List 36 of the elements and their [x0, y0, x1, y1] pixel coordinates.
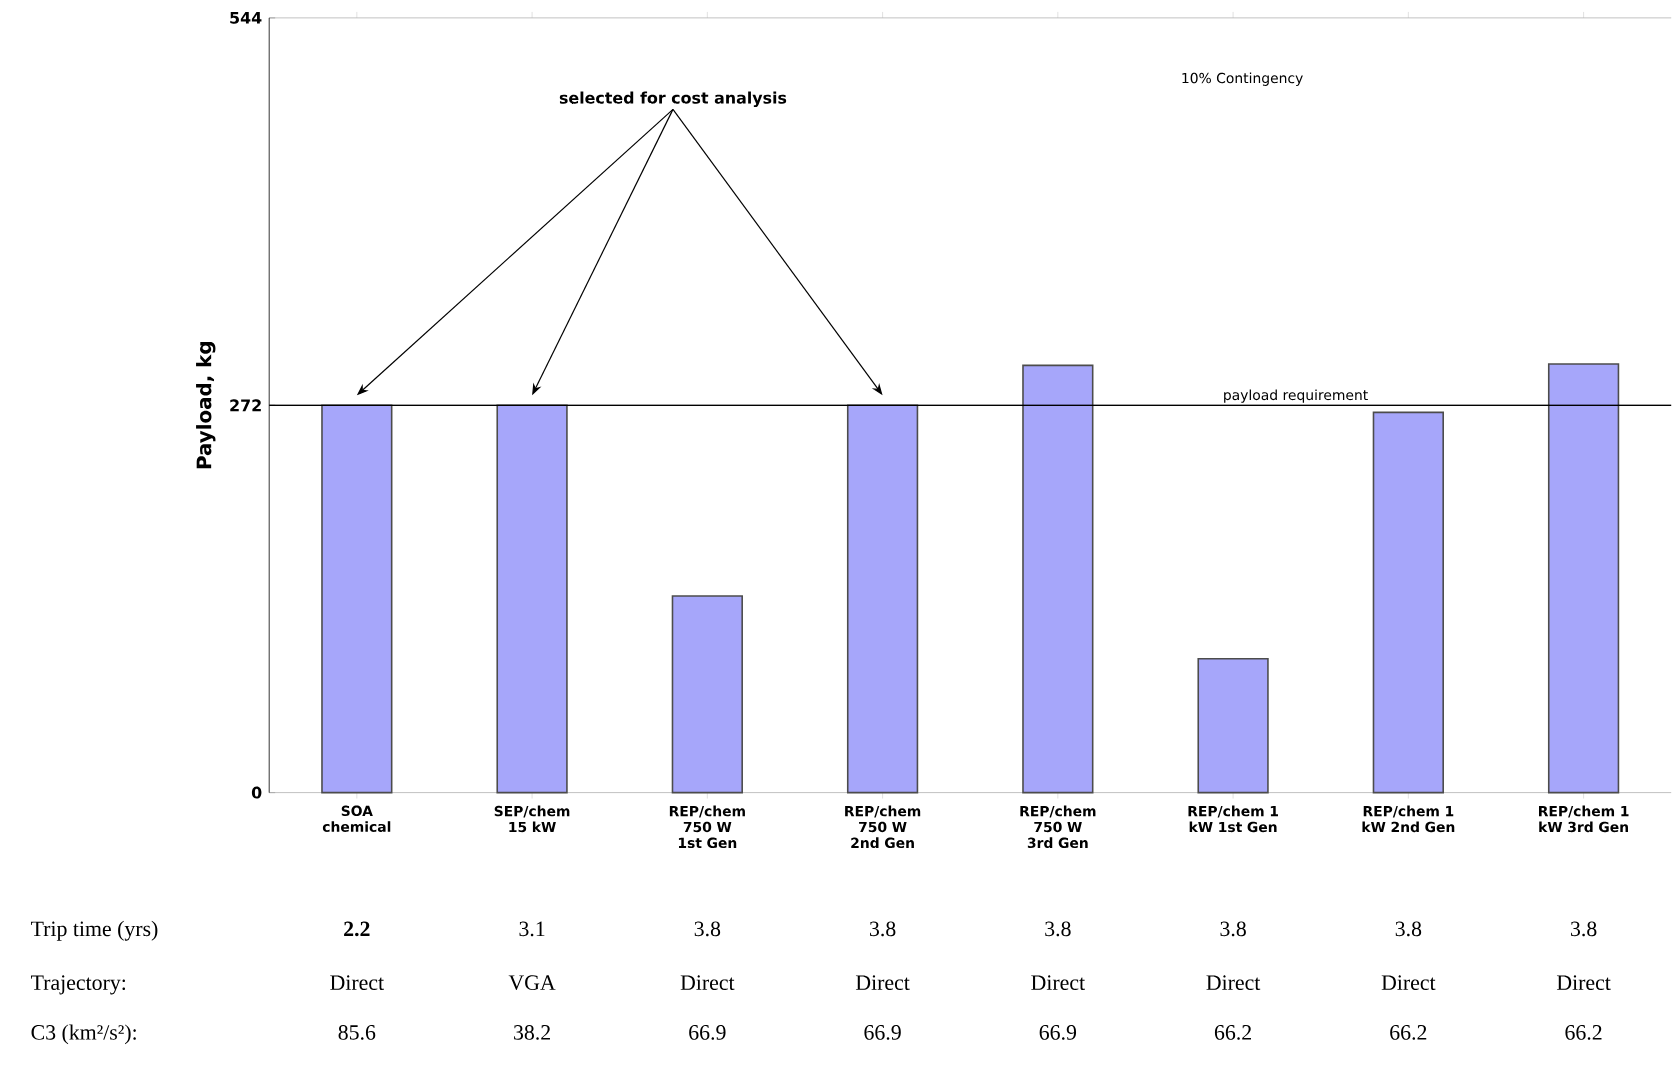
text: 3.8 — [870, 921, 896, 937]
text: 66.2 — [1565, 1025, 1602, 1041]
bar — [1197, 658, 1269, 794]
text: C3 (km²/s²): — [31, 1024, 136, 1045]
text: 3.8 — [1395, 921, 1422, 937]
text: Direct — [680, 975, 735, 991]
text: 66.9 — [689, 1025, 726, 1041]
text: 66.2 — [1390, 1025, 1427, 1041]
text: Direct — [1381, 975, 1436, 991]
bar — [846, 404, 919, 794]
bar — [671, 595, 743, 794]
text: Direct — [330, 975, 384, 991]
text: Direct — [855, 975, 910, 991]
text: 66.2 — [1214, 1025, 1251, 1041]
text: 3.1 — [519, 921, 545, 937]
text: Direct — [1031, 975, 1085, 991]
text: Trajectory: — [31, 975, 126, 995]
text: Direct — [1556, 975, 1611, 991]
text: 66.9 — [864, 1025, 901, 1041]
text: 3.8 — [1220, 921, 1246, 937]
bar — [1372, 411, 1444, 794]
text: 85.6 — [338, 1025, 376, 1041]
text: Trip time (yrs) — [31, 921, 158, 941]
text: 2.2 — [344, 921, 370, 937]
text: 3.8 — [694, 921, 721, 937]
y-axis-title: Payload, kg — [196, 342, 216, 469]
text: 3.8 — [1045, 921, 1071, 937]
bar — [321, 404, 393, 794]
bar — [496, 404, 568, 794]
text: 38.2 — [514, 1025, 550, 1041]
bar — [1022, 364, 1094, 794]
text: 3.8 — [1571, 921, 1597, 937]
text: 66.9 — [1039, 1025, 1077, 1041]
text: Direct — [1206, 975, 1261, 991]
text: VGA — [508, 975, 556, 991]
bar — [1547, 363, 1620, 794]
